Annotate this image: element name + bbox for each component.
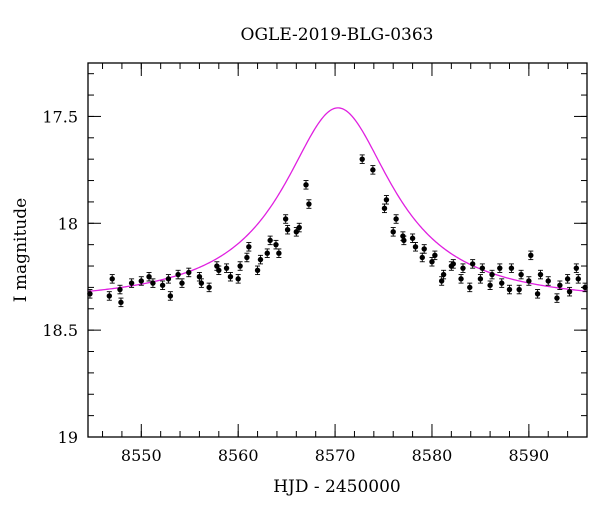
axis-ticks bbox=[88, 63, 588, 438]
data-point bbox=[186, 269, 192, 276]
data-point bbox=[223, 265, 230, 271]
data-point bbox=[206, 284, 212, 291]
data-point bbox=[175, 271, 181, 278]
data-point bbox=[306, 201, 312, 207]
x-axis-label: HJD - 2450000 bbox=[273, 477, 401, 497]
data-point bbox=[246, 244, 252, 250]
data-point bbox=[179, 280, 185, 286]
data-point bbox=[479, 265, 486, 271]
data-point bbox=[267, 237, 273, 244]
data-point bbox=[419, 254, 425, 261]
data-point bbox=[284, 226, 291, 233]
data-point bbox=[293, 229, 300, 235]
data-point bbox=[460, 265, 466, 271]
data-point bbox=[257, 256, 264, 263]
data-point bbox=[167, 293, 174, 299]
data-point bbox=[381, 205, 388, 212]
data-point bbox=[198, 280, 205, 286]
data-point bbox=[469, 261, 476, 267]
data-point bbox=[216, 267, 222, 274]
data-point bbox=[296, 224, 302, 231]
data-point bbox=[526, 278, 532, 284]
data-point bbox=[235, 276, 241, 282]
data-point bbox=[254, 267, 261, 274]
data-point bbox=[159, 282, 166, 288]
data-point bbox=[516, 286, 522, 293]
data-point bbox=[390, 229, 396, 235]
tick-labels: 8550 8560 8570 8580 8590 17.5 18 18.5 19 bbox=[42, 107, 549, 465]
x-tick-label: 8570 bbox=[315, 446, 356, 465]
data-point bbox=[138, 278, 144, 284]
data-point bbox=[237, 263, 243, 269]
data-point bbox=[564, 276, 571, 282]
data-point bbox=[421, 246, 427, 252]
model-curve-layer bbox=[87, 107, 588, 293]
data-point bbox=[575, 276, 581, 282]
data-point bbox=[117, 286, 123, 293]
data-point bbox=[118, 299, 124, 306]
data-point bbox=[244, 254, 250, 261]
data-point bbox=[150, 280, 156, 286]
data-point bbox=[146, 274, 152, 280]
data-point bbox=[450, 261, 456, 267]
data-point bbox=[401, 237, 407, 244]
data-point bbox=[458, 276, 464, 282]
data-point bbox=[409, 235, 416, 241]
data-point bbox=[489, 271, 495, 278]
data-point bbox=[429, 259, 435, 265]
data-point bbox=[393, 216, 399, 222]
data-point bbox=[497, 265, 503, 271]
data-point bbox=[383, 197, 390, 203]
y-tick-label: 17.5 bbox=[42, 107, 78, 126]
data-point bbox=[499, 280, 505, 286]
data-point bbox=[264, 250, 270, 256]
x-tick-label: 8560 bbox=[218, 446, 259, 465]
data-point bbox=[557, 282, 563, 288]
data-point bbox=[412, 244, 419, 250]
y-tick-label: 18.5 bbox=[42, 321, 78, 340]
data-point bbox=[109, 276, 115, 282]
x-tick-label: 8550 bbox=[121, 446, 162, 465]
data-point bbox=[276, 250, 282, 256]
data-point bbox=[440, 271, 447, 278]
data-point bbox=[282, 216, 289, 222]
data-point bbox=[528, 252, 534, 259]
data-point bbox=[545, 278, 551, 284]
plot-frame bbox=[87, 62, 588, 438]
x-tick-label: 8580 bbox=[412, 446, 453, 465]
data-point bbox=[227, 274, 234, 280]
y-tick-label: 19 bbox=[58, 428, 78, 447]
data-point bbox=[554, 295, 560, 301]
data-point bbox=[128, 280, 135, 286]
data-point bbox=[573, 265, 580, 271]
y-tick-label: 18 bbox=[58, 214, 78, 233]
data-point bbox=[165, 276, 172, 282]
data-point bbox=[508, 265, 515, 271]
data-point bbox=[518, 271, 524, 278]
model-curve bbox=[87, 107, 588, 293]
data-point bbox=[487, 282, 493, 288]
data-point bbox=[566, 288, 573, 295]
chart-title: OGLE-2019-BLG-0363 bbox=[241, 25, 434, 45]
data-point bbox=[506, 286, 513, 293]
x-tick-label: 8590 bbox=[509, 446, 550, 465]
data-point bbox=[370, 167, 376, 173]
y-axis-label: I magnitude bbox=[11, 198, 31, 302]
data-point bbox=[196, 274, 203, 280]
data-point bbox=[273, 241, 279, 248]
data-point bbox=[303, 182, 309, 188]
data-point bbox=[106, 293, 113, 299]
data-point bbox=[537, 271, 544, 278]
data-point bbox=[438, 278, 445, 284]
data-point bbox=[432, 252, 438, 259]
data-point bbox=[534, 291, 541, 297]
data-point bbox=[359, 156, 365, 162]
data-point bbox=[467, 284, 473, 291]
data-points bbox=[87, 154, 588, 308]
data-point bbox=[477, 276, 484, 282]
